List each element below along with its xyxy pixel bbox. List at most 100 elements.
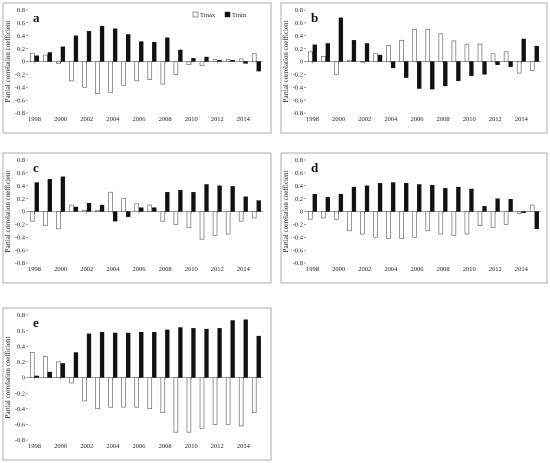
- bar-tmax-2008: [438, 33, 444, 62]
- y-tick-label: -0.2: [15, 222, 25, 229]
- bar-tmin-2005: [126, 332, 131, 378]
- bar-tmax-2007: [425, 29, 431, 62]
- bar-tmax-2013: [225, 59, 231, 62]
- bar-tmax-2015: [529, 61, 535, 71]
- y-tick-label: 0: [22, 59, 25, 66]
- x-tick-label: 2010: [185, 116, 198, 123]
- bar-tmax-2006: [412, 211, 417, 238]
- bar-tmin-2004: [112, 28, 118, 62]
- bar-tmin-2005: [404, 182, 409, 212]
- bar-tmax-2003: [373, 53, 378, 62]
- x-tick-label: 2010: [463, 266, 476, 273]
- y-tick-label: 0.2: [17, 359, 25, 366]
- x-tick-label: 2000: [332, 116, 345, 123]
- y-tick-label: 0.6: [17, 20, 26, 27]
- bar-tmax-2013: [225, 211, 231, 235]
- bar-tmax-2014: [238, 211, 244, 222]
- bar-tmin-2012: [495, 198, 500, 212]
- x-tick-label: 2010: [185, 443, 198, 450]
- bar-tmax-2004: [386, 45, 391, 62]
- bar-tmax-1998: [308, 211, 313, 220]
- y-axis-title: Partial correlation coefficient: [4, 171, 12, 253]
- bar-tmin-2014: [521, 211, 526, 213]
- bar-tmax-2004: [108, 191, 113, 212]
- bar-tmin-2015: [256, 61, 261, 72]
- bar-tmin-2006: [139, 331, 144, 378]
- bar-tmin-2010: [191, 191, 196, 212]
- y-tick-label: -0.4: [15, 406, 26, 413]
- bar-tmin-2014: [521, 38, 526, 62]
- x-tick-label: 1998: [28, 266, 41, 273]
- y-tick-label: -0.8: [15, 260, 25, 267]
- x-tick-label: 2002: [80, 443, 93, 450]
- bar-tmax-2009: [451, 40, 457, 62]
- x-tick-label: 2000: [54, 116, 67, 123]
- bar-tmax-2008: [160, 211, 166, 222]
- bar-tmin-2005: [404, 61, 409, 78]
- bar-tmin-2014: [243, 196, 248, 212]
- y-tick-label: 0.6: [295, 170, 304, 177]
- bar-tmax-2013: [225, 377, 231, 425]
- bar-tmax-2015: [529, 204, 535, 212]
- bar-tmin-2006: [417, 184, 422, 212]
- bar-tmax-2005: [121, 198, 126, 212]
- chart-panel-c: -0.8 -0.6 -0.4 -0.2 0 0.2 0.4 0.6 0.8 Partial cor…: [2, 152, 272, 284]
- x-tick-label: 2000: [332, 266, 345, 273]
- bar-tmax-2007: [147, 377, 153, 410]
- bar-tmin-2006: [139, 41, 144, 62]
- x-tick-label: 2004: [384, 266, 398, 273]
- bar-tmin-2015: [256, 200, 261, 212]
- bar-tmax-2008: [160, 377, 166, 413]
- bar-tmin-2000: [60, 176, 66, 212]
- y-tick-label: -0.8: [15, 110, 25, 117]
- bar-tmin-2013: [230, 60, 235, 62]
- bar-tmin-2006: [139, 207, 144, 212]
- bar-tmax-2002: [82, 61, 87, 88]
- panel-letter: e: [33, 315, 39, 330]
- x-tick-label: 1998: [28, 116, 41, 123]
- y-tick-label: 0.8: [295, 7, 303, 14]
- bar-tmax-2006: [134, 203, 139, 212]
- chart-panel-b: -0.8 -0.6 -0.4 -0.2 0 0.2 0.4 0.6 0.8 Partial cor…: [280, 2, 548, 134]
- bar-tmin-2007: [152, 41, 157, 62]
- bar-tmax-2015: [251, 211, 257, 219]
- y-axis-title: Partial correlation coefficient: [282, 21, 290, 103]
- panel-letter: b: [311, 10, 318, 25]
- y-tick-label: -0.8: [15, 437, 25, 444]
- bar-tmax-2006: [412, 29, 417, 62]
- bar-tmax-2000: [56, 61, 61, 64]
- bar-tmin-2010: [469, 188, 474, 212]
- y-tick-label: 0: [22, 209, 25, 216]
- bar-tmax-2014: [516, 211, 522, 214]
- bar-tmin-2001: [351, 40, 357, 62]
- bar-tmax-2008: [438, 211, 444, 235]
- x-tick-label: 2004: [384, 116, 398, 123]
- x-tick-label: 2002: [358, 116, 371, 123]
- y-tick-label: 0.8: [17, 7, 25, 14]
- bar-tmax-2010: [464, 211, 470, 235]
- legend-swatch-tmax: [192, 11, 199, 18]
- bar-tmax-2011: [199, 377, 205, 429]
- x-tick-label: 2014: [515, 116, 529, 123]
- x-tick-label: 2002: [80, 116, 93, 123]
- bar-tmax-2014: [238, 58, 244, 62]
- x-tick-label: 2008: [437, 116, 450, 123]
- y-tick-label: 0.2: [17, 46, 25, 53]
- y-tick-label: -0.6: [15, 97, 26, 104]
- x-tick-label: 2012: [489, 266, 502, 273]
- bar-tmax-2002: [360, 211, 365, 235]
- y-axis-title: Partial correlation coefficient: [4, 21, 12, 103]
- panel-letter: a: [33, 10, 40, 25]
- bar-tmin-2003: [377, 182, 383, 212]
- y-tick-label: 0.2: [295, 46, 303, 53]
- bar-tmax-2006: [134, 61, 139, 82]
- x-tick-label: 2004: [106, 443, 120, 450]
- bar-tmax-2001: [69, 377, 74, 384]
- x-tick-label: 2008: [159, 266, 172, 273]
- y-tick-label: 0.8: [17, 312, 25, 319]
- bar-tmin-2001: [73, 35, 79, 62]
- bar-tmin-2009: [456, 186, 461, 212]
- bar-tmax-2001: [347, 59, 352, 62]
- y-tick-label: -0.6: [15, 422, 26, 429]
- bar-tmin-2004: [112, 332, 118, 378]
